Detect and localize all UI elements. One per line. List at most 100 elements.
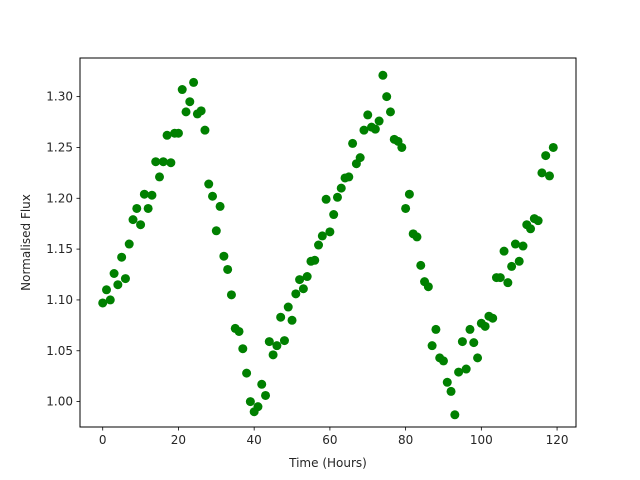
data-point — [120, 274, 130, 284]
data-point — [272, 341, 282, 351]
data-point — [495, 273, 505, 283]
data-point — [196, 106, 206, 116]
data-point — [226, 290, 236, 300]
data-point — [98, 298, 108, 308]
data-point — [257, 379, 267, 389]
data-point — [480, 321, 490, 331]
data-point — [348, 138, 358, 148]
data-point — [548, 142, 558, 152]
data-point — [215, 201, 225, 211]
data-point — [223, 264, 233, 274]
data-point — [317, 231, 327, 241]
data-point — [155, 172, 165, 182]
data-point — [310, 255, 320, 265]
data-point — [102, 285, 111, 295]
data-point — [238, 344, 248, 354]
data-point — [128, 215, 138, 225]
data-point — [446, 386, 456, 396]
data-point — [302, 272, 312, 282]
data-point — [151, 157, 161, 167]
data-point — [200, 125, 210, 135]
data-point — [105, 295, 115, 305]
y-tick-label: 1.10 — [46, 293, 73, 307]
data-point — [261, 390, 271, 400]
data-point — [177, 85, 187, 95]
data-point — [109, 269, 119, 278]
data-point — [253, 402, 263, 412]
data-point — [431, 324, 441, 334]
data-point — [382, 92, 392, 102]
y-tick-label: 1.25 — [46, 140, 73, 154]
data-point — [204, 179, 214, 189]
data-point — [526, 224, 536, 234]
y-tick-label: 1.20 — [46, 191, 73, 205]
data-point — [211, 226, 221, 236]
x-tick-label: 80 — [398, 433, 413, 447]
data-point — [423, 282, 433, 292]
data-point — [404, 189, 414, 199]
data-point — [113, 280, 123, 290]
data-point — [283, 302, 293, 312]
x-tick-label: 40 — [247, 433, 262, 447]
data-point — [385, 107, 395, 117]
data-point — [518, 241, 528, 251]
data-point — [465, 324, 475, 334]
data-point — [412, 232, 422, 242]
data-point — [473, 353, 483, 363]
data-point — [329, 210, 339, 220]
data-point — [147, 190, 157, 200]
data-point — [359, 125, 369, 135]
data-point — [117, 252, 127, 262]
x-tick-label: 120 — [546, 433, 569, 447]
data-point — [378, 70, 388, 80]
data-point — [208, 191, 218, 201]
data-point — [124, 239, 134, 249]
data-point — [276, 312, 286, 322]
data-point — [295, 275, 305, 285]
data-point — [450, 410, 460, 420]
data-point — [136, 220, 146, 230]
data-point — [219, 251, 229, 261]
data-point — [355, 153, 365, 163]
data-point — [332, 192, 342, 202]
data-point — [173, 128, 183, 138]
data-point — [533, 216, 543, 226]
data-point — [166, 158, 176, 168]
plot-frame — [79, 57, 577, 428]
x-tick-label: 100 — [470, 433, 493, 447]
data-point — [336, 183, 346, 193]
data-point — [442, 377, 452, 387]
data-point — [234, 326, 244, 336]
y-tick-label: 1.00 — [46, 395, 73, 409]
data-point — [541, 151, 551, 161]
y-axis-ticks: 1.00 1.05 1.10 1.15 1.20 1.25 1.30 — [46, 90, 80, 409]
data-point — [181, 107, 191, 117]
data-point — [245, 397, 255, 407]
data-point — [545, 171, 554, 181]
data-point — [139, 189, 149, 199]
data-point — [264, 337, 274, 347]
y-tick-label: 1.05 — [46, 344, 73, 358]
data-point — [291, 289, 301, 299]
y-tick-label: 1.15 — [46, 242, 73, 256]
data-point — [189, 77, 199, 87]
y-tick-label: 1.30 — [46, 90, 73, 104]
data-point — [321, 194, 331, 204]
data-point — [132, 203, 142, 213]
data-point — [370, 124, 380, 134]
data-point — [514, 256, 524, 266]
data-point — [397, 142, 407, 152]
y-axis-label: Normalised Flux — [19, 194, 33, 291]
data-point — [469, 338, 479, 348]
x-axis-label: Time (Hours) — [288, 456, 367, 470]
data-point — [287, 315, 297, 325]
data-point — [416, 260, 426, 270]
data-point — [507, 261, 517, 271]
data-point — [363, 110, 373, 120]
data-point — [298, 284, 308, 294]
data-point — [143, 203, 153, 213]
x-tick-label: 0 — [99, 433, 107, 447]
data-points — [98, 70, 558, 420]
